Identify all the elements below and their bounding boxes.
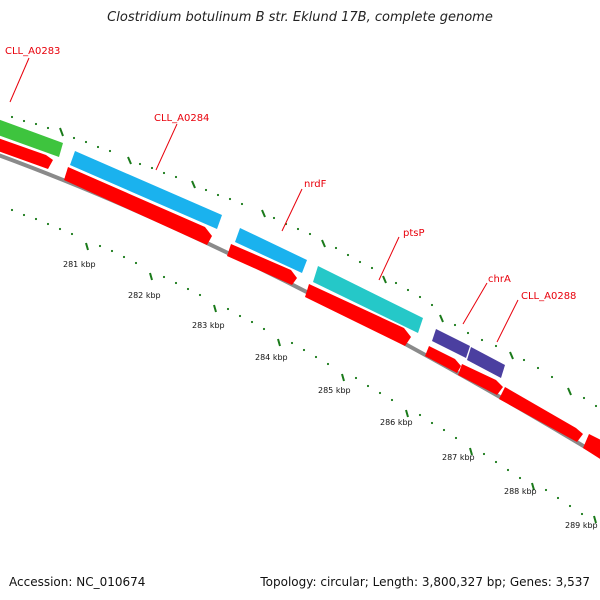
forward-gene-track — [0, 137, 600, 462]
gene-arrow[interactable] — [305, 284, 411, 346]
gene-arrow[interactable] — [64, 167, 212, 245]
feature-block-teal[interactable] — [313, 266, 423, 333]
feature-block-green[interactable] — [0, 118, 63, 157]
feature-block-blue[interactable] — [235, 228, 307, 273]
genome-backbone — [0, 153, 600, 459]
feature-block-purple[interactable] — [467, 347, 505, 378]
gene-label-CLL_A0283: CLL_A0283 — [5, 46, 60, 57]
kbp-label: 283 kbp — [192, 321, 225, 330]
gene-arrow[interactable] — [583, 434, 600, 462]
feature-track — [0, 118, 505, 378]
feature-block-blue[interactable] — [70, 151, 222, 229]
gene-label-CLL_A0288: CLL_A0288 — [521, 291, 576, 302]
gene-label-chrA: chrA — [488, 274, 511, 285]
outer-tick-track — [59, 127, 572, 396]
kbp-label: 289 kbp — [565, 521, 598, 530]
kbp-label: 281 kbp — [63, 260, 96, 269]
genome-summary-text: Topology: circular; Length: 3,800,327 bp… — [260, 575, 590, 589]
gene-arrow[interactable] — [425, 346, 461, 373]
gene-arrow[interactable] — [499, 387, 583, 442]
map-title: Clostridium botulinum B str. Eklund 17B,… — [107, 10, 493, 25]
inner-scale-ticks — [85, 242, 597, 524]
feature-block-purple[interactable] — [432, 329, 470, 358]
gene-arrow[interactable] — [0, 137, 53, 169]
gene-arrow[interactable] — [227, 244, 297, 285]
inner-scale-dots — [10, 208, 584, 516]
kbp-label: 288 kbp — [504, 487, 537, 496]
kbp-label: 285 kbp — [318, 386, 351, 395]
outer-dot-track — [10, 115, 598, 408]
gene-label-nrdF: nrdF — [304, 179, 327, 190]
kbp-label: 282 kbp — [128, 291, 161, 300]
kbp-label: 287 kbp — [442, 453, 475, 462]
gene-arrow[interactable] — [458, 364, 503, 395]
kbp-label: 284 kbp — [255, 353, 288, 362]
kbp-label: 286 kbp — [380, 418, 413, 427]
gene-label-CLL_A0284: CLL_A0284 — [154, 113, 209, 124]
gene-label-ptsP: ptsP — [403, 228, 425, 239]
accession-text: Accession: NC_010674 — [9, 575, 146, 589]
label-leaders — [9, 57, 519, 343]
